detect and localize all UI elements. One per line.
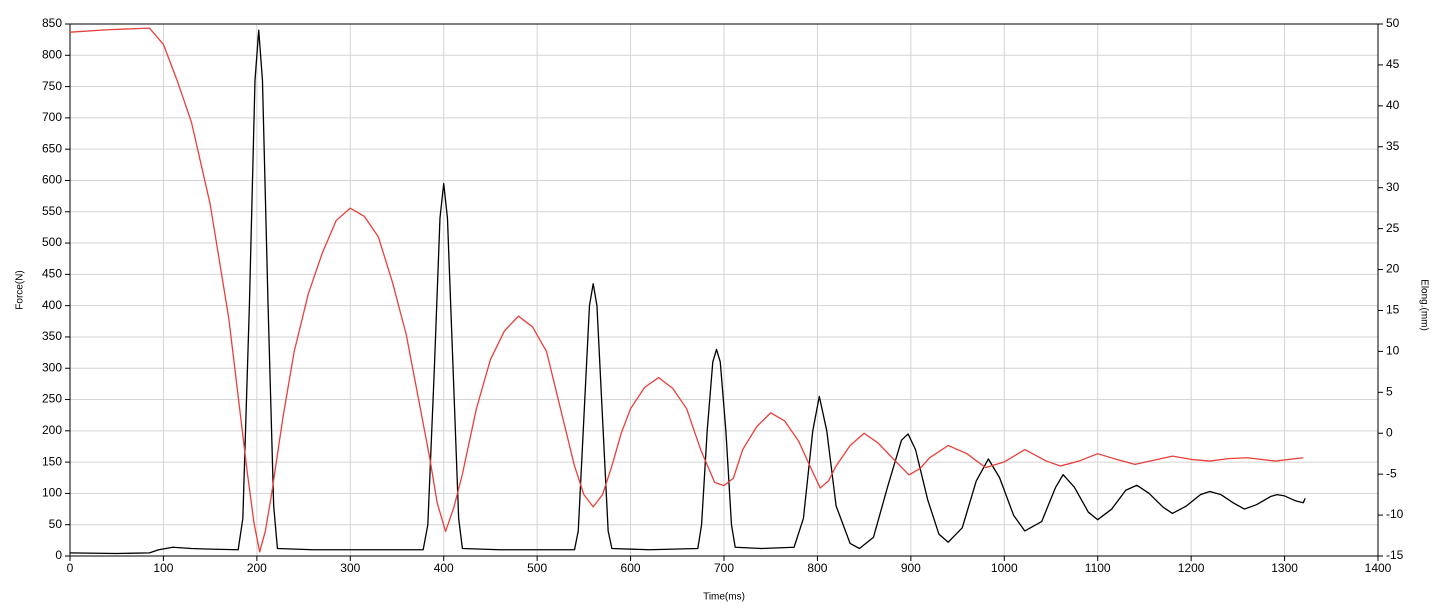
y2-tick-label: -15 <box>1386 548 1404 562</box>
y-tick-label: 400 <box>42 298 62 312</box>
y-tick-label: 200 <box>42 423 62 437</box>
x-tick-label: 1100 <box>1085 561 1111 575</box>
y2-tick-label: 0 <box>1386 425 1393 439</box>
x-tick-label: 300 <box>340 561 360 575</box>
y-tick-label: 750 <box>42 79 62 93</box>
y2-tick-label: 10 <box>1386 344 1400 358</box>
y-tick-label: 700 <box>42 110 62 124</box>
y2-axis-label: Elong.(mm) <box>1418 279 1429 331</box>
y-tick-label: 0 <box>55 548 62 562</box>
y2-tick-label: 20 <box>1386 262 1400 276</box>
x-tick-label: 1000 <box>991 561 1018 575</box>
line-series <box>69 29 1306 555</box>
y-tick-label: 250 <box>42 392 62 406</box>
y2-tick-label: 15 <box>1386 303 1400 317</box>
line-series <box>69 27 1304 553</box>
x-tick-label: 200 <box>247 561 267 575</box>
x-tick-label: 100 <box>153 561 173 575</box>
x-tick-label: 1300 <box>1271 561 1298 575</box>
y2-tick-label: 5 <box>1386 384 1393 398</box>
y-tick-label: 550 <box>42 204 62 218</box>
y-tick-label: 50 <box>49 517 63 531</box>
x-tick-label: 500 <box>527 561 547 575</box>
y-tick-label: 500 <box>42 235 62 249</box>
y-tick-label: 350 <box>42 329 62 343</box>
x-tick-label: 600 <box>621 561 641 575</box>
y-tick-label: 850 <box>42 16 62 30</box>
x-tick-label: 0 <box>67 561 74 575</box>
y2-tick-label: 45 <box>1386 57 1400 71</box>
y-tick-label: 450 <box>42 267 62 281</box>
x-axis-label: Time(ms) <box>703 592 745 603</box>
y-tick-label: 600 <box>42 173 62 187</box>
y2-tick-label: 25 <box>1386 221 1400 235</box>
y2-tick-label: 30 <box>1386 180 1400 194</box>
x-tick-label: 400 <box>434 561 454 575</box>
y2-tick-label: -10 <box>1386 507 1404 521</box>
y-tick-label: 100 <box>42 486 62 500</box>
y2-tick-label: -5 <box>1386 466 1397 480</box>
x-tick-label: 800 <box>807 561 827 575</box>
plot-frame <box>69 23 1379 557</box>
x-tick-label: 1400 <box>1365 561 1392 575</box>
y-tick-label: 650 <box>42 141 62 155</box>
x-tick-label: 1200 <box>1178 561 1205 575</box>
y-tick-label: 150 <box>42 454 62 468</box>
y2-tick-label: 50 <box>1386 16 1400 30</box>
y2-tick-label: 40 <box>1386 98 1400 112</box>
y2-tick-label: 35 <box>1386 139 1400 153</box>
y-axis-label: Force(N) <box>15 270 26 309</box>
x-tick-label: 900 <box>901 561 921 575</box>
x-tick-label: 700 <box>714 561 734 575</box>
y-tick-label: 300 <box>42 360 62 374</box>
y-tick-label: 800 <box>42 47 62 61</box>
